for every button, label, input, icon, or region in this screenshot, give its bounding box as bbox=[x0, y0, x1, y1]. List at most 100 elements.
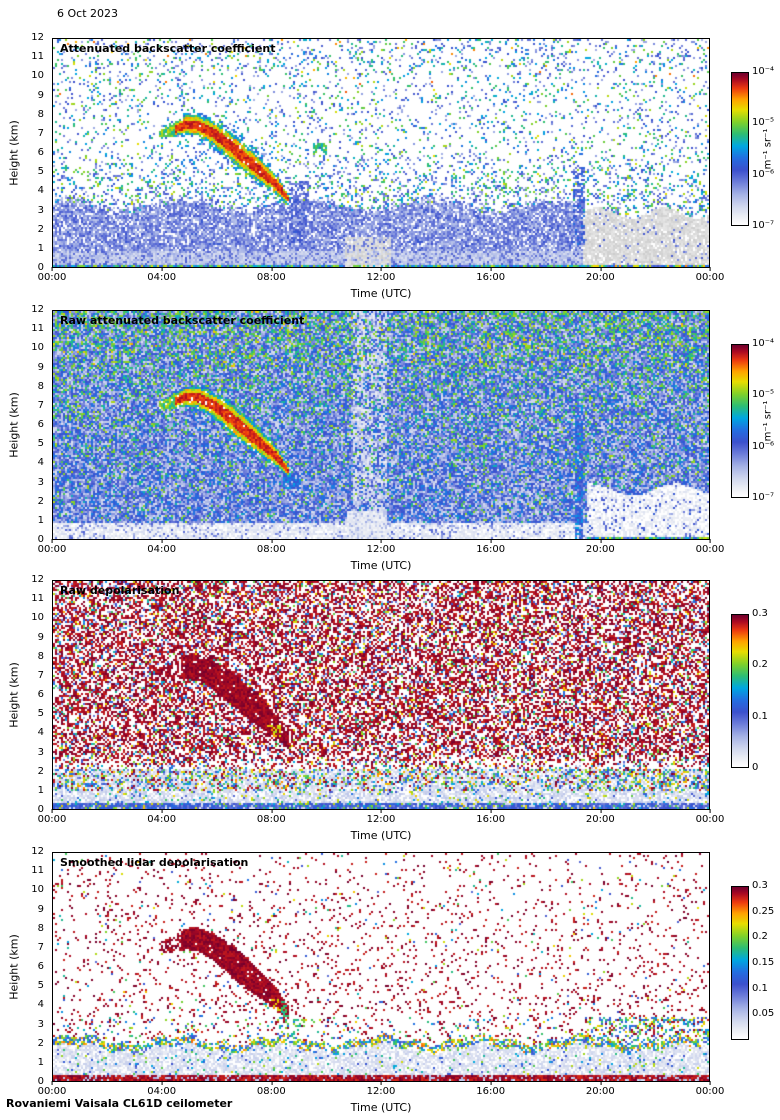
y-tick-label: 5 bbox=[37, 166, 44, 178]
x-axis-ticks: 00:00 04:00 08:00 12:00 16:00 20:00 00:00 bbox=[38, 267, 724, 284]
x-axis-label: Time (UTC) bbox=[350, 1101, 412, 1114]
y-tick-label: 9 bbox=[37, 361, 44, 373]
y-tick-label: 4 bbox=[37, 999, 44, 1011]
y-tick-label: 11 bbox=[31, 323, 44, 335]
panel-attenuated-backscatter: Height (km) 0 1 2 3 4 5 6 7 8 9 10 11 12 Attenuated … bbox=[0, 33, 780, 304]
y-tick-label: 0 bbox=[37, 534, 44, 545]
x-tick-label: 12:00 bbox=[366, 809, 396, 825]
panel-title: Attenuated backscatter coefficient bbox=[60, 42, 276, 55]
x-tick-label: 08:00 bbox=[256, 809, 286, 825]
y-tick-label: 11 bbox=[31, 865, 44, 877]
y-tick-label: 1 bbox=[37, 514, 44, 526]
y-tick-label: 8 bbox=[37, 650, 44, 662]
x-tick-label: 16:00 bbox=[476, 539, 506, 555]
y-tick-label: 1 bbox=[37, 784, 44, 796]
instrument-caption: Rovaniemi Vaisala CL61D ceilometer bbox=[6, 1097, 233, 1110]
x-tick-label: 12:00 bbox=[366, 1081, 396, 1097]
colorbar-tick-label: 10⁻⁶ bbox=[752, 440, 775, 452]
y-axis-ticks: 0 1 2 3 4 5 6 7 8 9 10 11 12 bbox=[0, 847, 48, 1087]
y-axis-ticks: 0 1 2 3 4 5 6 7 8 9 10 11 12 bbox=[0, 33, 48, 273]
colorbar-tick-label: 0.25 bbox=[752, 905, 775, 917]
y-tick-label: 6 bbox=[37, 419, 44, 430]
y-axis-ticks: 0 1 2 3 4 5 6 7 8 9 10 11 12 bbox=[0, 305, 48, 545]
y-tick-label: 0 bbox=[37, 262, 44, 273]
y-tick-label: 5 bbox=[37, 708, 44, 720]
colorbar-tick-label: 0.2 bbox=[752, 659, 768, 671]
heatmap-plot: Raw attenuated backscatter coefficient bbox=[52, 310, 710, 540]
y-tick-label: 9 bbox=[37, 903, 44, 915]
colorbar bbox=[731, 614, 749, 768]
colorbar-ticks: 0.3 0.2 0.1 0 bbox=[752, 609, 780, 773]
colorbar-tick-label: 10⁻⁴ bbox=[752, 338, 775, 349]
colorbar-tick-label: 10⁻⁷ bbox=[752, 220, 775, 231]
x-tick-label: 00:00 bbox=[695, 539, 725, 555]
y-tick-label: 10 bbox=[31, 612, 44, 624]
y-tick-label: 2 bbox=[37, 765, 44, 777]
panel-smoothed-depolarisation: Height (km) 0 1 2 3 4 5 6 7 8 9 10 11 12 Smoothed li… bbox=[0, 847, 780, 1118]
y-tick-label: 12 bbox=[31, 846, 44, 857]
colorbar-tick-label: 10⁻⁴ bbox=[752, 66, 775, 77]
colorbar-ticks: 10⁻⁴ 10⁻⁵ 10⁻⁶ 10⁻⁷ bbox=[752, 67, 780, 231]
heatmap-canvas bbox=[53, 39, 709, 267]
x-tick-label: 00:00 bbox=[37, 809, 67, 825]
x-tick-label: 20:00 bbox=[585, 539, 615, 555]
y-tick-label: 12 bbox=[31, 574, 44, 585]
y-tick-label: 8 bbox=[37, 922, 44, 934]
x-tick-label: 16:00 bbox=[476, 809, 506, 825]
x-tick-label: 12:00 bbox=[366, 539, 396, 555]
y-tick-label: 8 bbox=[37, 380, 44, 392]
date-label: 6 Oct 2023 bbox=[57, 7, 119, 20]
y-tick-label: 11 bbox=[31, 593, 44, 605]
x-tick-label: 08:00 bbox=[256, 539, 286, 555]
y-tick-label: 2 bbox=[37, 495, 44, 507]
heatmap-plot: Attenuated backscatter coefficient bbox=[52, 38, 710, 268]
x-tick-label: 16:00 bbox=[476, 267, 506, 283]
y-tick-label: 7 bbox=[37, 127, 44, 139]
x-tick-label: 00:00 bbox=[695, 809, 725, 825]
x-axis-label: Time (UTC) bbox=[350, 559, 412, 572]
y-tick-label: 1 bbox=[37, 242, 44, 254]
y-tick-label: 10 bbox=[31, 342, 44, 354]
heatmap-canvas bbox=[53, 853, 709, 1081]
y-tick-label: 7 bbox=[37, 399, 44, 411]
x-axis-ticks: 00:00 04:00 08:00 12:00 16:00 20:00 00:00 bbox=[38, 539, 724, 556]
y-tick-label: 8 bbox=[37, 108, 44, 120]
x-tick-label: 00:00 bbox=[37, 1081, 67, 1097]
colorbar-tick-label: 0.1 bbox=[752, 710, 768, 722]
colorbar bbox=[731, 344, 749, 498]
y-tick-label: 6 bbox=[37, 961, 44, 972]
panel-title: Raw depolarisation bbox=[60, 584, 180, 597]
y-tick-label: 10 bbox=[31, 70, 44, 82]
y-tick-label: 11 bbox=[31, 51, 44, 63]
y-tick-label: 5 bbox=[37, 980, 44, 992]
x-tick-label: 04:00 bbox=[147, 809, 177, 825]
heatmap-canvas bbox=[53, 581, 709, 809]
y-tick-label: 3 bbox=[37, 1018, 44, 1030]
x-axis-label: Time (UTC) bbox=[350, 287, 412, 300]
panel-raw-attenuated-backscatter: Height (km) 0 1 2 3 4 5 6 7 8 9 10 11 12 Raw attenua… bbox=[0, 305, 780, 576]
colorbar-canvas bbox=[732, 73, 748, 225]
colorbar-ticks: 10⁻⁴ 10⁻⁵ 10⁻⁶ 10⁻⁷ bbox=[752, 339, 780, 503]
heatmap-plot: Raw depolarisation bbox=[52, 580, 710, 810]
y-tick-label: 2 bbox=[37, 223, 44, 235]
y-tick-label: 1 bbox=[37, 1056, 44, 1068]
y-tick-label: 4 bbox=[37, 727, 44, 739]
colorbar-tick-label: 0.1 bbox=[752, 982, 768, 994]
colorbar bbox=[731, 886, 749, 1040]
y-tick-label: 0 bbox=[37, 804, 44, 815]
colorbar-tick-label: 10⁻⁵ bbox=[752, 389, 775, 401]
panel-title: Smoothed lidar depolarisation bbox=[60, 856, 249, 869]
x-tick-label: 04:00 bbox=[147, 539, 177, 555]
colorbar-tick-label: 10⁻⁷ bbox=[752, 492, 775, 503]
colorbar-tick-label: 10⁻⁶ bbox=[752, 168, 775, 180]
colorbar-canvas bbox=[732, 345, 748, 497]
y-tick-label: 3 bbox=[37, 476, 44, 488]
heatmap-plot: Smoothed lidar depolarisation bbox=[52, 852, 710, 1082]
y-tick-label: 12 bbox=[31, 32, 44, 43]
x-tick-label: 04:00 bbox=[147, 1081, 177, 1097]
colorbar-tick-label: 0 bbox=[752, 762, 759, 773]
y-tick-label: 12 bbox=[31, 304, 44, 315]
x-tick-label: 00:00 bbox=[37, 267, 67, 283]
y-tick-label: 0 bbox=[37, 1076, 44, 1087]
